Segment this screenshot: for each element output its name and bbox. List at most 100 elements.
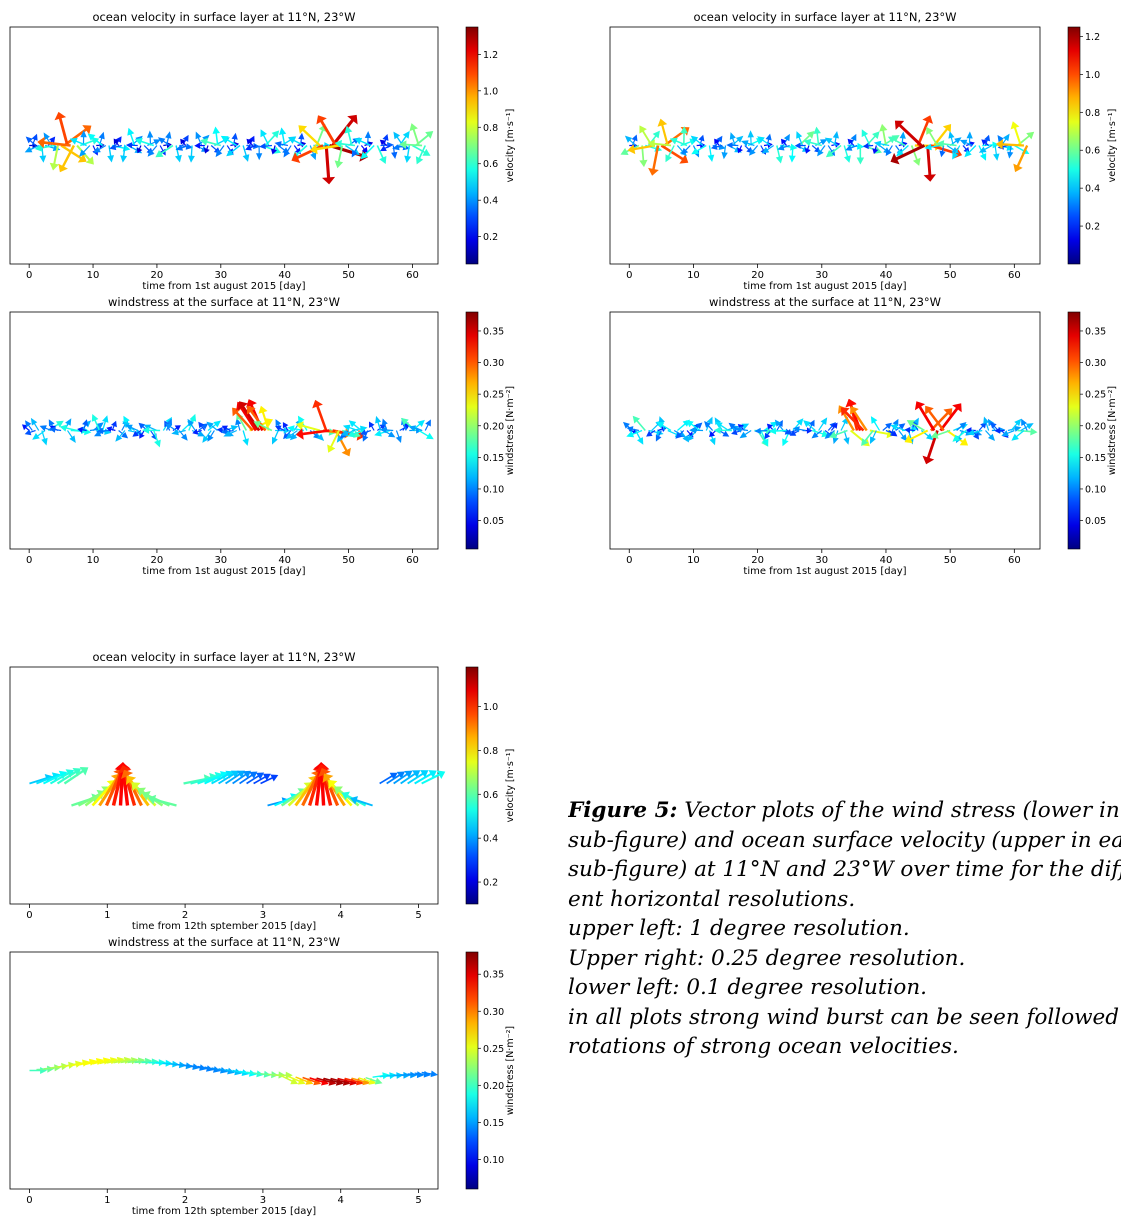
- quiver-arrow: [964, 145, 977, 158]
- colorbar-tick-label: 0.20: [483, 1081, 504, 1092]
- quiver-arrow: [314, 762, 329, 806]
- quiver-arrow: [76, 144, 94, 165]
- quiver-arrow: [288, 137, 305, 147]
- quiver-arrow: [136, 145, 143, 154]
- quiver-arrow: [183, 774, 212, 785]
- quiver-arrow: [726, 142, 739, 149]
- quiver-arrow: [96, 427, 110, 435]
- quiver-arrow: [92, 1057, 111, 1065]
- x-tick-label: 20: [151, 270, 164, 281]
- colorbar-tick-label: 0.6: [483, 159, 498, 170]
- quiver-arrow: [115, 430, 126, 442]
- quiver-arrow: [322, 145, 336, 185]
- quiver-arrow: [824, 430, 835, 439]
- quiver-arrow: [830, 422, 838, 431]
- quiver-arrow: [155, 144, 174, 158]
- quiver-arrow: [660, 144, 689, 164]
- quiver-arrow: [414, 770, 437, 785]
- quiver-arrow: [111, 420, 117, 431]
- quiver-arrow: [396, 144, 411, 151]
- quiver-arrow: [930, 144, 963, 159]
- x-tick-label: 50: [944, 270, 957, 281]
- quiver-arrow: [922, 430, 939, 465]
- x-tick-label: 50: [944, 555, 957, 566]
- quiver-arrow: [301, 769, 324, 807]
- quiver-arrow: [376, 145, 387, 164]
- colorbar-tick-label: 1.0: [483, 86, 498, 97]
- quiver-arrow: [895, 423, 906, 431]
- quiver-arrow: [379, 139, 388, 146]
- x-tick-label: 40: [880, 555, 893, 566]
- quiver-arrow: [148, 794, 177, 807]
- quiver-arrow: [315, 124, 327, 146]
- quiver-arrow: [246, 772, 265, 785]
- quiver-arrow: [351, 145, 359, 158]
- quiver-arrow: [715, 421, 730, 431]
- colorbar-tick-label: 0.6: [1085, 146, 1100, 157]
- quiver-arrow: [258, 405, 270, 431]
- colorbar-label: velocity [m·s⁻¹]: [505, 749, 516, 823]
- quiver-arrow: [686, 420, 701, 432]
- quiver-arrow: [959, 139, 973, 147]
- quiver-arrow: [811, 429, 830, 438]
- quiver-arrow: [272, 430, 279, 445]
- quiver-arrow: [223, 430, 237, 437]
- colorbar-tick-label: 0.4: [483, 834, 498, 845]
- x-tick-label: 0: [26, 1195, 32, 1206]
- quiver-arrow: [775, 145, 783, 164]
- quiver-arrow: [347, 429, 365, 438]
- quiver-arrow: [67, 430, 76, 443]
- quiver-arrow: [328, 144, 368, 162]
- quiver-arrow: [139, 430, 145, 439]
- colorbar-tick-label: 0.15: [483, 453, 504, 464]
- quiver-arrow: [657, 118, 669, 146]
- quiver-arrow: [747, 130, 754, 146]
- quiver-arrow: [77, 426, 87, 433]
- quiver-arrow: [298, 125, 321, 147]
- quiver-arrow: [879, 123, 888, 146]
- quiver-arrow: [246, 138, 254, 146]
- quiver-arrow: [734, 426, 749, 433]
- panel-ur-windstress: windstress at the surface at 11°N, 23°W 0…: [609, 295, 1118, 577]
- x-tick-label: 60: [1008, 555, 1021, 566]
- caption-line-7: lower left: 0.1 degree resolution.: [568, 975, 928, 1000]
- quiver-arrow: [30, 417, 40, 431]
- colorbar-label: velocity [m·s⁻¹]: [505, 109, 516, 183]
- colorbar: [1067, 26, 1081, 265]
- x-tick-label: 60: [1008, 270, 1021, 281]
- quiver-arrow: [686, 430, 698, 442]
- quiver-arrow: [372, 1072, 390, 1080]
- quiver-arrow: [150, 430, 158, 441]
- quiver-arrow: [24, 429, 36, 436]
- panel-ll-velocity: ocean velocity in surface layer at 11°N,…: [9, 650, 516, 932]
- quiver-arrow: [87, 133, 104, 147]
- quiver-arrow: [657, 426, 667, 432]
- quiver-arrow: [178, 430, 188, 441]
- colorbar-tick-label: 0.4: [483, 196, 498, 207]
- quiver-arrow: [188, 145, 195, 163]
- quiver-arrow: [256, 145, 263, 161]
- quiver-arrow: [739, 430, 752, 439]
- quiver-arrow: [729, 132, 736, 146]
- quiver-arrow: [153, 430, 161, 448]
- quiver-arrow: [302, 1076, 322, 1086]
- quiver-arrow: [856, 145, 865, 165]
- quiver-arrow: [64, 1060, 83, 1068]
- panel-title: windstress at the surface at 11°N, 23°W: [108, 935, 340, 949]
- colorbar-tick-label: 1.0: [1085, 70, 1100, 81]
- quiver-arrow: [118, 430, 129, 439]
- quiver-arrow: [675, 430, 685, 439]
- quiver-arrow: [215, 145, 225, 158]
- quiver-arrow: [818, 417, 828, 431]
- quiver-arrow: [698, 134, 705, 146]
- quiver-arrow: [96, 142, 105, 149]
- quiver-arrow: [952, 145, 961, 160]
- quiver-arrow: [134, 137, 154, 147]
- quiver-arrow: [407, 1071, 425, 1079]
- colorbar-tick-label: 0.15: [1085, 453, 1106, 464]
- colorbar-tick-label: 0.05: [483, 516, 504, 527]
- quiver-arrow: [763, 141, 773, 149]
- quiver-arrow: [898, 430, 908, 442]
- quiver-arrow: [211, 770, 234, 785]
- quiver-arrow: [863, 142, 874, 150]
